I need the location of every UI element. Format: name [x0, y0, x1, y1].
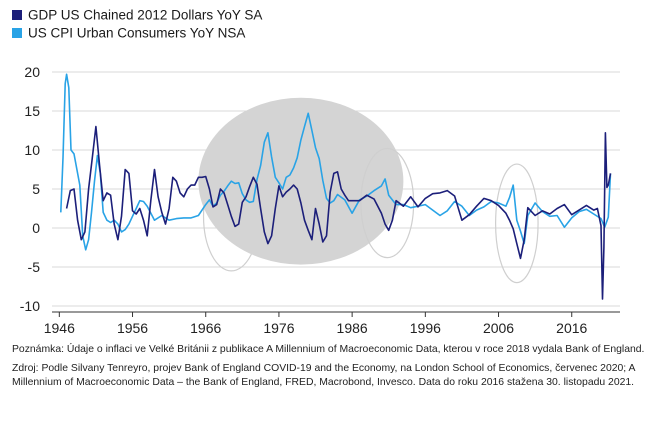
note-text: Poznámka: Údaje o inflaci ve Velké Britá… [12, 344, 645, 355]
legend: GDP US Chained 2012 Dollars YoY SA US CPI… [12, 8, 262, 41]
x-tick-label: 2006 [483, 320, 514, 336]
legend-swatch-1 [12, 10, 22, 20]
series-line-1 [65, 125, 612, 300]
highlight-ellipses [198, 97, 539, 284]
x-tick-label: 1946 [44, 320, 75, 336]
x-tick-label: 2016 [556, 320, 587, 336]
x-tick-label: 1976 [263, 320, 294, 336]
x-axis: 1946 1956 1966 1976 1986 1996 2006 2016 [44, 311, 620, 336]
highlight-ellipse-3 [360, 147, 415, 259]
source-text: Zdroj: Podle Silvany Tenreyro, projev Ba… [12, 363, 635, 388]
chart-notes: Poznámka: Údaje o inflaci ve Velké Britá… [12, 343, 662, 395]
x-tick-label: 1966 [190, 320, 221, 336]
legend-label-1: GDP US Chained 2012 Dollars YoY SA [28, 8, 262, 23]
chart: GDP US Chained 2012 Dollars YoY SA US CPI… [12, 8, 620, 336]
legend-swatch-2 [12, 28, 22, 38]
highlight-ellipse-2 [198, 97, 404, 265]
y-tick-label: 20 [24, 64, 40, 80]
y-tick-label: 5 [32, 181, 40, 197]
series-line-2 [60, 73, 612, 251]
y-axis: 20 15 10 5 0 -5 -10 [20, 64, 40, 314]
highlight-ellipse-4 [495, 163, 539, 284]
y-tick-label: 15 [24, 103, 40, 119]
x-tick-label: 1996 [410, 320, 441, 336]
y-tick-label: -5 [28, 259, 41, 275]
y-tick-label: -10 [20, 298, 40, 314]
y-tick-label: 10 [24, 142, 40, 158]
x-tick-label: 1986 [337, 320, 368, 336]
x-tick-label: 1956 [117, 320, 148, 336]
y-tick-label: 0 [32, 220, 40, 236]
legend-label-2: US CPI Urban Consumers YoY NSA [28, 26, 245, 41]
series-lines [60, 73, 612, 300]
